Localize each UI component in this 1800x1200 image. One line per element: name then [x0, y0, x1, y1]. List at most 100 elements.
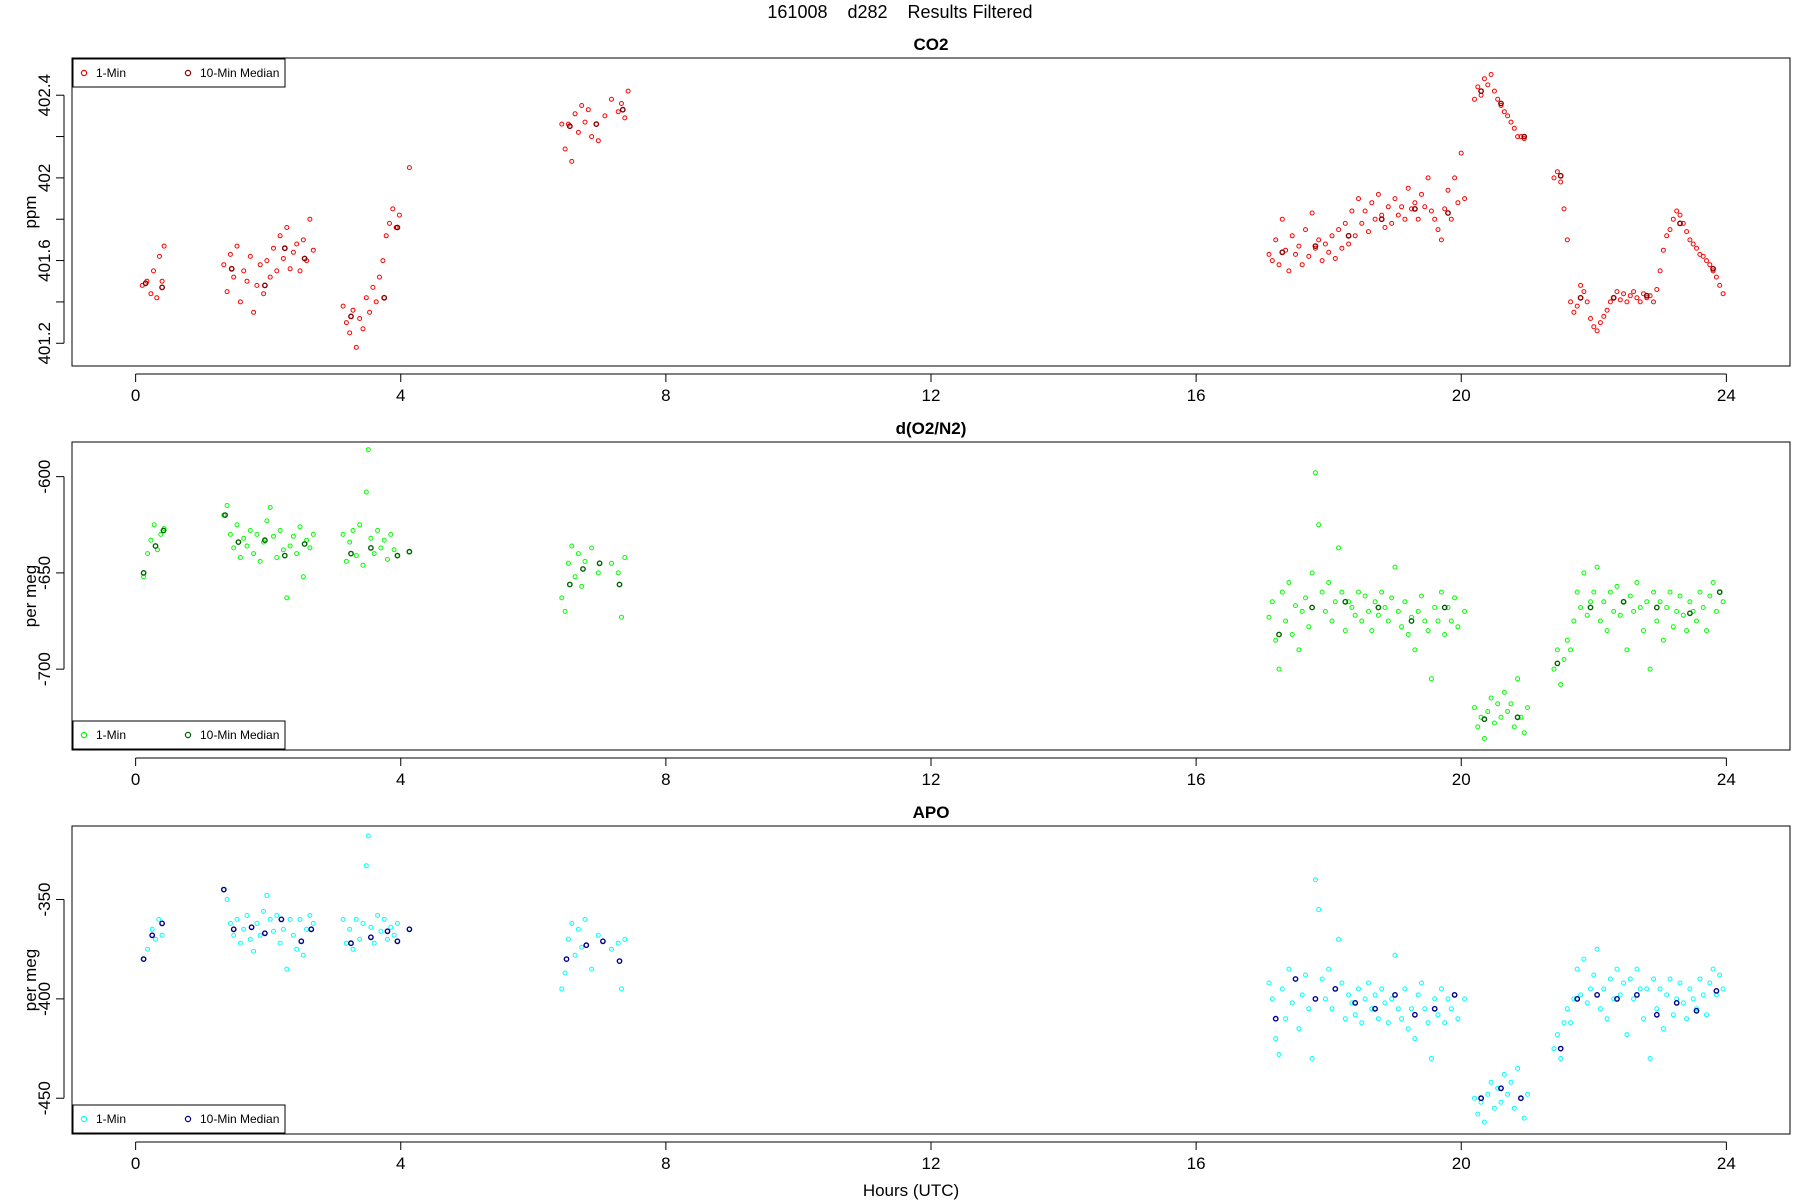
co2-series-1min	[139, 72, 1726, 350]
co2-point	[1515, 134, 1521, 140]
apo-point	[280, 926, 286, 932]
do2n2-point	[1674, 608, 1680, 614]
do2n2-point	[267, 505, 273, 510]
do2n2-point	[350, 528, 356, 533]
co2-point	[1498, 100, 1504, 107]
co2-point	[301, 255, 308, 262]
co2-point	[1286, 268, 1292, 274]
do2n2-point	[1382, 605, 1388, 610]
do2n2-point	[1654, 618, 1660, 624]
apo-point	[1568, 1020, 1574, 1026]
do2n2-point	[1591, 589, 1597, 595]
do2n2-point	[148, 537, 154, 543]
co2-title: CO2	[914, 35, 949, 54]
co2-point	[1521, 133, 1528, 140]
apo-point	[304, 926, 310, 932]
do2n2-point	[1660, 637, 1666, 643]
co2-point	[157, 253, 162, 259]
apo-point	[1498, 1085, 1504, 1092]
co2-point	[1647, 293, 1653, 299]
apo-point	[1594, 992, 1601, 998]
do2n2-point	[1657, 599, 1663, 605]
apo-point	[1488, 1079, 1494, 1085]
apo-point	[234, 916, 240, 922]
apo-point	[261, 930, 268, 937]
apo-point	[1614, 966, 1620, 972]
do2n2-point	[1441, 604, 1448, 611]
co2-point	[373, 299, 379, 305]
co2-point	[228, 265, 235, 272]
do2n2-point	[589, 545, 595, 551]
apo-point	[227, 920, 233, 926]
figure-title: 161008 d282 Results Filtered	[767, 2, 1033, 22]
do2n2-point	[1670, 624, 1676, 630]
co2-point	[1604, 307, 1610, 313]
apo-legend-marker	[184, 1115, 192, 1123]
do2n2-y-tick-label: -700	[35, 652, 54, 686]
apo-point	[381, 916, 387, 922]
co2-point	[1346, 241, 1352, 247]
do2n2-point	[1362, 593, 1368, 599]
co2-x-tick-label: 24	[1717, 386, 1736, 405]
apo-point	[1319, 976, 1325, 982]
co2-point	[1557, 172, 1564, 179]
apo-y-tick-label: -450	[35, 1081, 54, 1115]
do2n2-point	[381, 537, 387, 543]
do2n2-point	[152, 543, 159, 549]
panel-apo: APO 0 4 8 12 16 20 24 -350 -400 -450 per meg 1-Min 10…	[21, 803, 1791, 1173]
do2n2-point	[1399, 624, 1405, 630]
apo-point	[1680, 1000, 1686, 1006]
apo-point	[248, 924, 255, 931]
co2-point	[1684, 229, 1690, 235]
apo-point	[1395, 1006, 1401, 1012]
co2-point	[1717, 282, 1723, 288]
co2-point	[1435, 227, 1441, 233]
apo-point	[1491, 1105, 1497, 1111]
do2n2-point	[353, 553, 359, 559]
apo-point	[385, 936, 390, 942]
co2-point	[1448, 216, 1454, 222]
apo-point	[1557, 1045, 1564, 1052]
do2n2-point	[234, 522, 240, 528]
apo-point	[1342, 1016, 1348, 1022]
do2n2-point	[1578, 605, 1584, 610]
do2n2-series-10min-median	[140, 512, 1723, 723]
do2n2-point	[1276, 631, 1282, 638]
co2-point	[1501, 109, 1507, 115]
do2n2-point	[1309, 604, 1316, 611]
apo-legend-marker	[80, 1115, 88, 1123]
co2-point	[1594, 328, 1600, 334]
apo-point	[1329, 1006, 1335, 1012]
apo-point	[1303, 972, 1308, 978]
do2n2-point	[357, 522, 363, 528]
apo-point	[1713, 988, 1720, 994]
co2-point	[348, 313, 354, 320]
apo-point	[1369, 1006, 1375, 1012]
do2n2-point	[1617, 612, 1623, 618]
co2-point	[1680, 220, 1686, 226]
apo-point	[1392, 992, 1398, 998]
co2-point	[1571, 309, 1577, 315]
apo-point	[1316, 907, 1322, 912]
do2n2-point	[1408, 618, 1415, 624]
do2n2-point	[1515, 676, 1521, 682]
do2n2-point	[1644, 599, 1650, 605]
apo-point	[1644, 986, 1650, 992]
co2-point	[261, 291, 267, 297]
co2-point	[1614, 289, 1620, 295]
apo-series-10min-median	[140, 886, 1720, 1102]
do2n2-point	[406, 548, 413, 555]
apo-point	[1339, 980, 1345, 986]
do2n2-point	[1385, 618, 1391, 624]
co2-point	[615, 109, 621, 115]
co2-point	[1637, 299, 1643, 305]
do2n2-point	[348, 550, 354, 557]
apo-point	[156, 916, 162, 922]
apo-point	[1554, 1032, 1560, 1038]
co2-point	[569, 158, 575, 164]
do2n2-point	[566, 581, 573, 588]
apo-point	[1700, 992, 1706, 998]
apo-point	[559, 986, 565, 992]
do2n2-point	[1710, 580, 1716, 585]
do2n2-point	[1704, 628, 1709, 634]
